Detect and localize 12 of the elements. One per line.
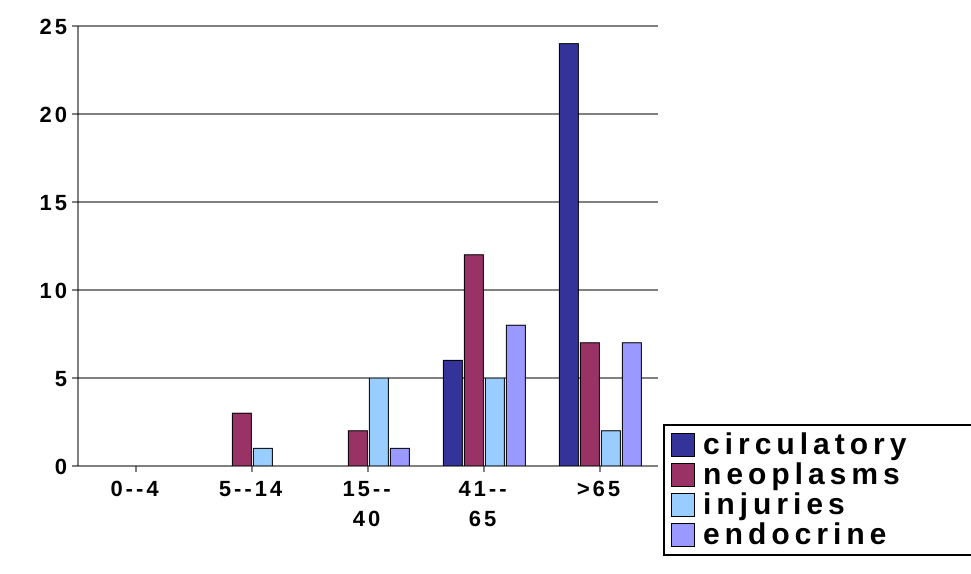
y-tick-label: 0 [54, 454, 70, 479]
x-tick-label: >65 [576, 476, 624, 501]
y-tick-label: 10 [40, 278, 70, 303]
x-tick-label: 5--14 [218, 476, 286, 501]
x-tick-label: 41--65 [458, 476, 510, 531]
legend-label: circulatory [702, 428, 912, 461]
x-tick-label: 15--40 [342, 476, 394, 531]
y-tick-label: 15 [40, 190, 70, 215]
y-tick-label: 25 [40, 14, 70, 39]
y-tick-label: 20 [40, 102, 70, 127]
x-tick-label: 0--4 [110, 476, 162, 501]
y-tick-label: 5 [54, 366, 70, 391]
